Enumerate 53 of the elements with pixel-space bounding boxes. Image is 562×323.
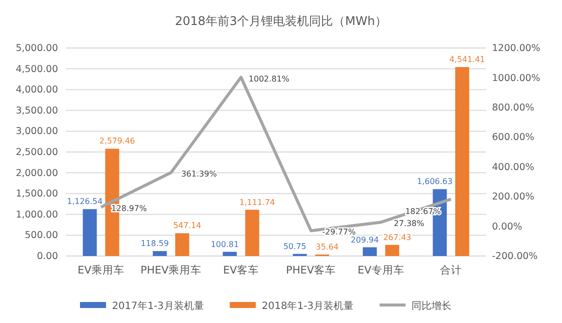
y2-tick-label: 0.00%	[492, 221, 522, 232]
x-tick-label: EV乘用车	[78, 263, 124, 276]
y2-tick-label: 800.00%	[492, 102, 534, 114]
data-label: 2,579.46	[99, 136, 136, 146]
bar	[82, 209, 97, 256]
y-tick-label: 3,000.00	[16, 126, 58, 138]
y2-tick-label: 600.00%	[492, 132, 534, 144]
y-tick-label: 5,000.00	[16, 43, 58, 54]
data-label: 27.38%	[394, 219, 425, 228]
data-label: 1,111.74	[239, 198, 276, 207]
y-tick-label: 0.00	[36, 251, 58, 262]
data-label: 50.75	[283, 242, 306, 251]
x-tick-label: PHEV客车	[286, 263, 336, 276]
x-tick-label: EV专用车	[358, 263, 404, 276]
chart-title: 2018年前3个月锂电装机同比（MWh）	[175, 14, 387, 28]
data-label: 35.64	[316, 242, 339, 252]
y-tick-label: 2,500.00	[16, 147, 58, 158]
x-tick-label: 合计	[440, 263, 462, 276]
y-tick-label: 1,500.00	[16, 188, 58, 200]
y2-tick-label: 400.00%	[492, 162, 534, 173]
bar	[152, 251, 167, 256]
legend-label: 2018年1-3月装机量	[262, 300, 354, 312]
data-label: 361.39%	[181, 170, 218, 179]
data-label: 1,126.54	[66, 197, 103, 206]
y2-tick-label: -200.00%	[492, 251, 538, 262]
bar	[175, 233, 190, 256]
x-tick-label: PHEV乘用车	[140, 263, 202, 276]
data-label: 1,606.63	[416, 177, 453, 186]
y-tick-label: 2,000.00	[16, 168, 58, 179]
x-tick-label: EV客车	[223, 263, 259, 276]
bar	[362, 247, 377, 256]
y-tick-label: 1,000.00	[16, 209, 58, 220]
y2-tick-label: 1200.00%	[492, 43, 540, 54]
y-tick-label: 4,000.00	[16, 84, 58, 96]
data-label: 100.81	[210, 240, 239, 249]
data-label: 209.94	[350, 235, 379, 244]
legend-label: 2017年1-3月装机量	[112, 300, 204, 312]
bar	[222, 252, 237, 256]
data-label: 547.14	[173, 221, 202, 230]
y-tick-label: 3,500.00	[16, 105, 58, 116]
data-label: 118.59	[140, 239, 169, 248]
bar	[455, 67, 470, 256]
data-label: 4,541.41	[449, 55, 486, 64]
data-label: 1002.81%	[248, 74, 290, 84]
y-tick-label: 500.00	[24, 230, 58, 242]
bar	[245, 210, 260, 256]
bar	[385, 244, 400, 256]
y2-tick-label: 1000.00%	[492, 72, 540, 84]
legend-label: 同比增长	[412, 300, 452, 312]
data-label: 267.43	[383, 232, 412, 242]
y2-tick-label: 200.00%	[492, 192, 534, 203]
data-label: -29.77%	[322, 228, 356, 237]
y-tick-label: 4,500.00	[16, 64, 58, 75]
